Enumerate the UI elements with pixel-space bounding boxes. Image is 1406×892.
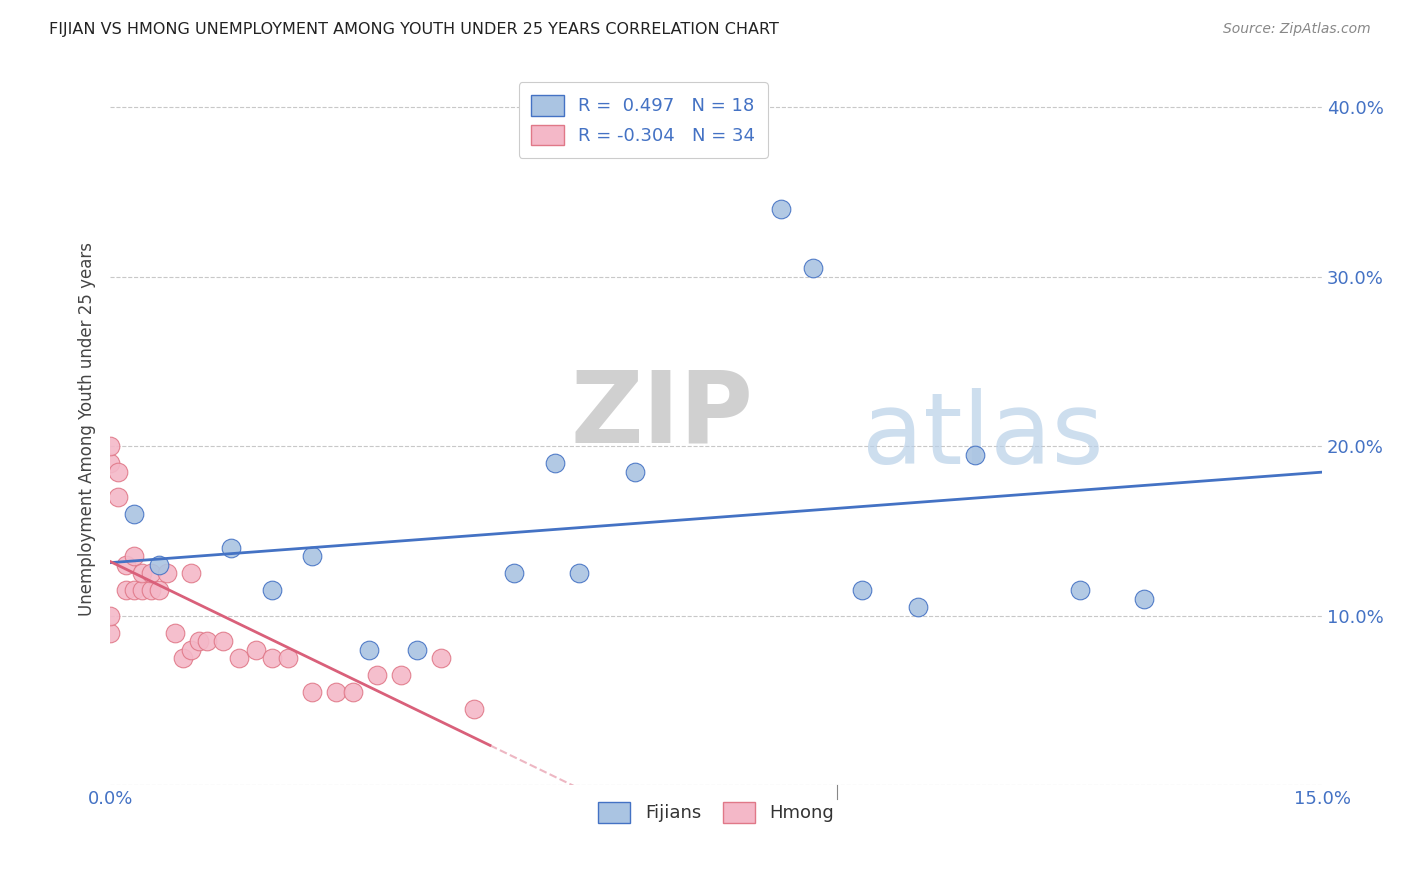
Point xyxy=(624,465,647,479)
Point xyxy=(221,541,243,555)
Point xyxy=(163,625,186,640)
Point xyxy=(124,583,146,598)
Point xyxy=(907,600,929,615)
Point xyxy=(1133,591,1156,606)
Point xyxy=(277,651,299,665)
Point xyxy=(430,651,453,665)
Point xyxy=(769,202,792,216)
Point xyxy=(131,583,153,598)
Point xyxy=(245,642,267,657)
Point xyxy=(124,507,146,521)
Text: Source: ZipAtlas.com: Source: ZipAtlas.com xyxy=(1223,22,1371,37)
Point xyxy=(139,566,162,581)
Point xyxy=(124,549,146,564)
Point xyxy=(503,566,526,581)
Point xyxy=(98,456,121,470)
Point xyxy=(98,625,121,640)
Point xyxy=(1069,583,1091,598)
Point xyxy=(366,668,388,682)
Legend: Fijians, Hmong: Fijians, Hmong xyxy=(591,795,842,830)
Text: atlas: atlas xyxy=(862,388,1104,485)
Point xyxy=(115,558,138,572)
Point xyxy=(342,685,364,699)
Text: FIJIAN VS HMONG UNEMPLOYMENT AMONG YOUTH UNDER 25 YEARS CORRELATION CHART: FIJIAN VS HMONG UNEMPLOYMENT AMONG YOUTH… xyxy=(49,22,779,37)
Point xyxy=(107,490,129,504)
Point xyxy=(260,583,283,598)
Point xyxy=(188,634,211,648)
Point xyxy=(212,634,235,648)
Point xyxy=(543,456,565,470)
Point xyxy=(131,566,153,581)
Point xyxy=(963,448,986,462)
Point xyxy=(115,583,138,598)
Point xyxy=(463,702,485,716)
Point xyxy=(357,642,380,657)
Point xyxy=(180,566,202,581)
Point xyxy=(301,685,323,699)
Point xyxy=(98,608,121,623)
Point xyxy=(851,583,873,598)
Point xyxy=(148,583,170,598)
Point xyxy=(325,685,347,699)
Point xyxy=(801,261,824,276)
Point xyxy=(568,566,591,581)
Y-axis label: Unemployment Among Youth under 25 years: Unemployment Among Youth under 25 years xyxy=(79,243,96,616)
Point xyxy=(406,642,429,657)
Point xyxy=(139,583,162,598)
Point xyxy=(107,465,129,479)
Point xyxy=(389,668,412,682)
Point xyxy=(301,549,323,564)
Point xyxy=(180,642,202,657)
Point xyxy=(172,651,194,665)
Point xyxy=(195,634,218,648)
Text: ZIP: ZIP xyxy=(571,367,754,464)
Point xyxy=(148,558,170,572)
Point xyxy=(98,439,121,453)
Point xyxy=(228,651,250,665)
Point xyxy=(156,566,179,581)
Point xyxy=(260,651,283,665)
